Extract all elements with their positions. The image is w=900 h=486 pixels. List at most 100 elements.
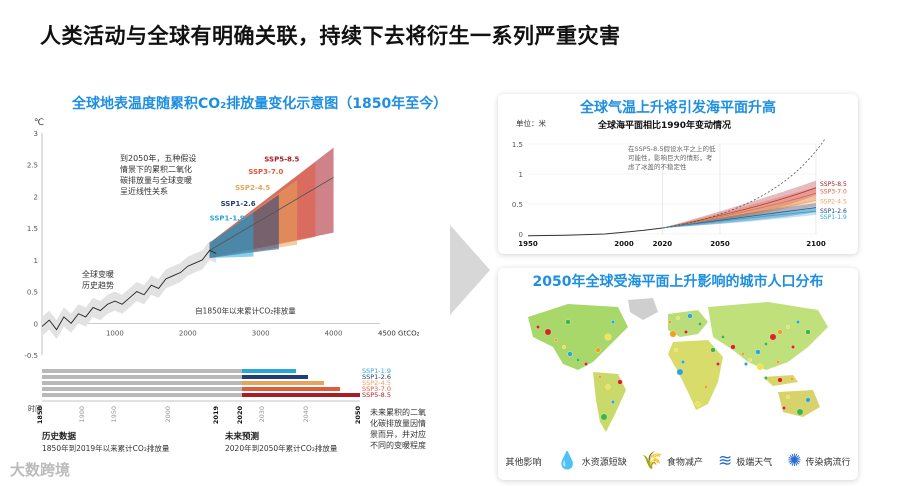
city-dot-14 [600,413,608,421]
annotation-2050-2: 碳排放量与全球变暖 [120,175,192,185]
annotation-2050-3: 呈近线性关系 [120,186,168,196]
city-dot-22 [674,348,678,352]
impact-food: 🌾 食物减产 [641,450,703,471]
sea-y-tick-3: 1.5 [512,141,523,149]
timeline-tick-6: 2030 [258,406,266,423]
annotation-2050-0: 到2050年，五种假设 [120,153,196,163]
city-dot-25 [716,362,720,366]
city-dot-16 [668,320,672,324]
history-line [41,249,217,331]
timeline-tick-2: 1950 [110,406,118,423]
city-dot-46 [790,377,794,381]
city-dot-49 [796,408,804,416]
city-dot-3 [567,351,573,357]
sea-line-SSP1-1.9 [662,210,817,229]
bar-label-1: SSP1-2.6 [362,373,391,381]
impact-disease-label: 传染病流行 [805,457,851,468]
y-tick-7: 3 [34,130,38,138]
city-dot-48 [805,397,811,403]
sea-y-tick-0: 0 [519,231,523,239]
sea-x-tick-4: 2100 [806,240,826,248]
x-tick-2: 3000 [252,329,270,337]
impact-food-label: 食物减产 [666,457,703,468]
y-tick-4: 1.5 [27,225,38,233]
history-desc: 1850年到2019年以来累计CO₂排放量 [42,443,170,453]
sea-x-tick-3: 2050 [710,240,730,248]
x-tick-1: 2000 [179,329,197,337]
sea-chart-title: 全球海平面相比1990年变动情况 [597,119,731,131]
sea-x-tick-0: 1950 [518,240,538,248]
history-band [42,240,217,340]
y-tick-1: 0 [34,320,38,328]
bar-label-3: SSP3-7.0 [362,385,391,393]
bar-label-4: SSP5-8.5 [362,391,391,399]
sea-line-SSP5-8.5 [662,187,817,229]
city-dot-27 [695,401,701,407]
water-drop-icon: 💧 [556,450,578,471]
arrow-right-icon [450,225,490,315]
city-dot-36 [777,329,783,335]
sea-level-panel-title: 全球气温上升将引发海平面升高 [580,100,776,116]
annotation-2050-1: 情景下的累积二氧化 [120,164,192,174]
city-dot-2 [562,345,566,349]
wheat-icon: 🌾 [641,450,663,471]
city-dot-5 [584,362,588,366]
city-dot-45 [777,377,783,383]
history-title: 历史数据 [42,431,77,442]
sea-level-panel: 单位：米 全球海平面相比1990年变动情况 0 0.5 1 1.5 1950 2000 2020… [498,94,858,254]
scenario-bar-0 [242,369,296,373]
bar-label-2: SSP2-4.5 [362,379,391,387]
temperature-chart-svg: ℃ -0.5 0 0.5 1 1.5 2 2.5 3 1000 2000 3000 4000 4500 G… [24,118,426,453]
city-dot-31 [741,352,745,356]
scenario-bar-1 [242,375,308,379]
sea-y-tick-1: 0.5 [512,201,523,209]
city-dot-0 [544,328,552,336]
africa-shape [668,340,723,410]
city-dot-13 [611,400,615,404]
x-tick-3: 4000 [325,329,343,337]
y-tick-3: 1 [34,257,38,265]
north-america-shape [528,304,628,370]
timeline-tick-7: 2040 [302,406,310,423]
scenario-bar-3 [242,387,340,391]
page-title: 人类活动与全球有明确关联，持续下去将衍生一系列严重灾害 [40,24,621,48]
scenario-bar-4 [242,393,360,397]
history-bar-4 [42,393,242,397]
future-desc: 2020年到2050年累计CO₂排放量 [225,443,338,453]
sea-label-3: SSP1-2.6 [820,208,847,215]
sea-unit-label: 单位：米 [516,118,546,128]
scenario-label-2: SSP2-4.5 [235,184,270,192]
city-dot-15 [617,379,623,385]
city-dot-41 [776,360,780,364]
city-dot-20 [684,330,688,334]
future-note-3: 不同的变暖程度 [370,440,426,450]
city-dots [536,313,811,421]
city-dot-11 [598,375,602,379]
timeline-tick-0: 1850 [36,406,44,425]
y-tick-0: -0.5 [24,352,38,360]
annotation-history-0: 全球变暖 [82,269,114,279]
city-dot-40 [791,345,795,349]
scenario-label-4: SSP5-8.5 [264,156,299,164]
future-note-1: 化碳排放量因情 [370,418,426,428]
scenario-band-SSP1-1.9 [209,212,254,258]
city-dot-4 [576,358,580,362]
timeline-tick-8: 2050 [354,406,362,425]
left-chart: ℃ -0.5 0 0.5 1 1.5 2 2.5 3 1000 2000 3000 4000 4500 G… [20,85,460,485]
timeline-label: 时间 [28,404,42,413]
history-bar-0 [42,369,242,373]
virus-icon: ✺ [787,450,802,471]
sea-note-0: 在SSP5-8.5假设水平之上的低 [628,144,716,153]
x-axis-title: 自1850年以来累计CO₂排放量 [195,305,296,315]
city-dot-18 [687,313,693,319]
watermark-logo: 大数跨境 [10,461,71,479]
waves-icon: ≋ [717,450,733,471]
sea-label-1: SSP3-7.0 [820,189,847,196]
city-dot-8 [611,320,615,324]
sea-note-1: 可能性，影响巨大的情形，考 [628,153,713,162]
impact-weather-label: 极端天气 [736,457,773,468]
city-dot-34 [764,342,768,346]
sea-band-SSP2-4.5 [662,195,816,228]
city-dot-38 [796,320,800,324]
city-dot-30 [730,344,736,350]
